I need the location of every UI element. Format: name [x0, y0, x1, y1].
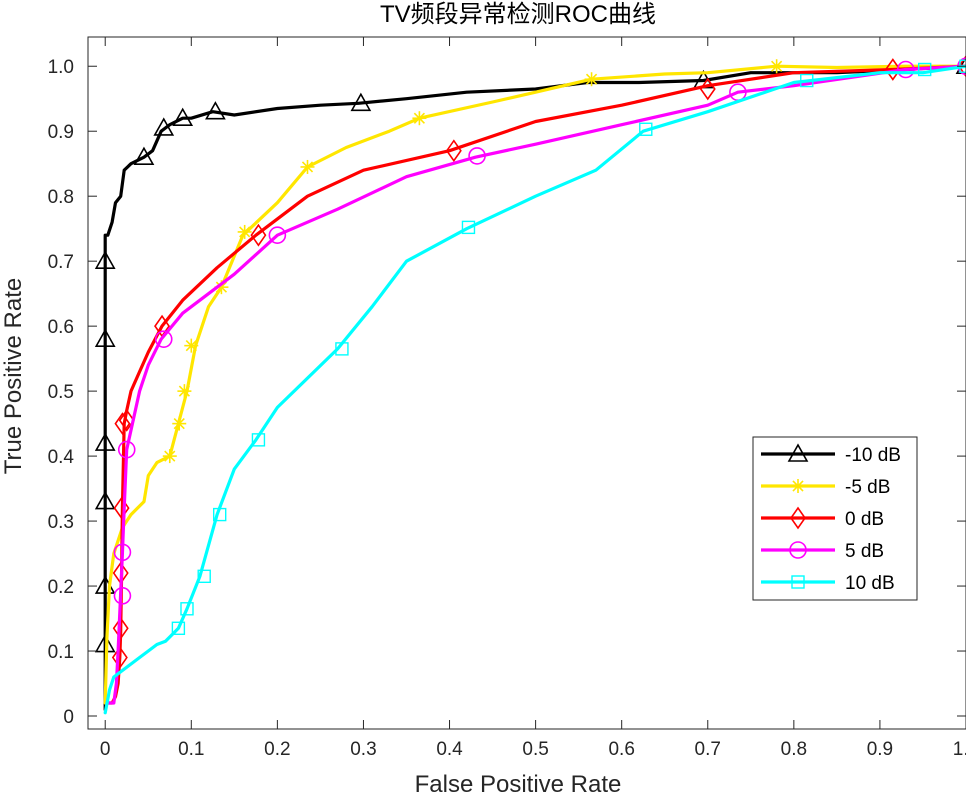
series-marker — [114, 412, 131, 436]
series-marker — [171, 621, 186, 635]
legend-entry: 0 dB — [761, 506, 884, 530]
series-marker — [205, 101, 226, 120]
legend-label: 0 dB — [845, 509, 884, 530]
series-marker — [162, 449, 177, 464]
y-tick-label: 0.8 — [48, 187, 74, 208]
series-marker — [251, 433, 266, 447]
series-marker — [237, 224, 252, 239]
y-tick-label: 0.3 — [48, 512, 74, 533]
series-marker — [112, 616, 129, 640]
y-tick-label: 0.7 — [48, 252, 74, 273]
legend-swatch-marker — [791, 479, 805, 493]
series-marker — [117, 440, 136, 459]
series-line — [107, 64, 966, 705]
y-tick-label: 0.5 — [48, 382, 74, 403]
legend-label: -5 dB — [845, 477, 890, 498]
series-marker — [180, 602, 194, 616]
series-marker — [350, 92, 372, 112]
series-marker — [113, 496, 130, 520]
series-marker — [154, 330, 173, 348]
series-marker — [113, 586, 132, 605]
x-tick-label: 0.6 — [608, 739, 634, 760]
legend-entry: -10 dB — [761, 443, 901, 466]
series-marker — [94, 328, 116, 347]
series-marker — [584, 72, 599, 87]
series-line — [103, 64, 966, 705]
legend-swatch-marker — [791, 575, 805, 589]
x-tick-label: 0.9 — [867, 739, 893, 760]
x-tick-label: 0 — [100, 739, 111, 760]
legend-swatch-marker — [789, 541, 807, 559]
axes-layer: 0 0.1 0.2 0.3 0.4 0.5 0.6 0.7 0.8 0.9 1.0 0 0.1 0.2 0.… — [48, 36, 966, 760]
y-tick-label: 1.0 — [48, 57, 74, 78]
series-marker — [896, 60, 915, 79]
x-tick-label: 0.8 — [781, 739, 807, 760]
legend-entry: 10 dB — [761, 573, 895, 594]
legend-entry: -5 dB — [761, 477, 890, 498]
series-marker — [917, 62, 932, 77]
legend-swatch-marker — [787, 443, 809, 462]
series-marker — [94, 490, 116, 510]
x-tick-label: 0.3 — [350, 739, 376, 760]
legend: -10 dB -5 dB 0 dB 5 dB 10 dB — [752, 436, 918, 601]
series-marker — [884, 58, 901, 81]
legend-swatch-marker — [790, 506, 806, 530]
series-marker — [212, 507, 227, 522]
series-marker — [958, 54, 966, 78]
y-tick-label: 0.4 — [48, 447, 75, 468]
y-tick-label: 0.1 — [48, 642, 74, 663]
series-marker — [769, 59, 784, 74]
series-marker — [153, 117, 175, 136]
series-marker — [184, 338, 199, 353]
series-marker — [133, 146, 155, 166]
series-marker — [300, 159, 315, 174]
y-tick-label: 0 — [63, 707, 74, 728]
legend-label: -10 dB — [845, 445, 901, 466]
series-marker — [118, 408, 135, 432]
series-marker — [172, 416, 187, 431]
y-tick-label: 0.9 — [48, 122, 74, 143]
y-axis-title: True Positive Rate — [0, 278, 27, 475]
series-marker — [197, 569, 211, 584]
x-tick-label: 0.7 — [695, 739, 721, 760]
series-marker — [699, 77, 716, 101]
series-marker — [111, 646, 128, 669]
series-line — [103, 64, 966, 715]
series-marker — [94, 250, 116, 269]
series-marker — [268, 226, 287, 244]
plot-background — [88, 37, 966, 729]
axes-frame — [87, 36, 966, 730]
x-tick-label: 0.1 — [178, 739, 204, 760]
series-marker — [172, 107, 194, 127]
series-marker — [250, 223, 267, 247]
x-tick-label: 1.0 — [953, 739, 966, 760]
series-1 — [103, 59, 966, 705]
y-tick-label: 0.2 — [48, 577, 74, 598]
series-marker — [800, 73, 814, 88]
y-tick-label: 0.6 — [48, 317, 74, 338]
x-axis-title: False Positive Rate — [415, 771, 622, 796]
series-marker — [461, 220, 476, 235]
legend-entry: 5 dB — [761, 541, 884, 562]
x-tick-label: 0.2 — [264, 739, 290, 760]
chart-title: TV频段异常检测ROC曲线 — [380, 1, 656, 28]
x-tick-label: 0.5 — [522, 739, 548, 760]
series-marker — [445, 139, 462, 163]
series-marker — [468, 147, 486, 165]
x-tick-label: 0.4 — [436, 739, 463, 760]
plot-area — [88, 37, 966, 729]
legend-label: 5 dB — [845, 541, 884, 562]
series-marker — [94, 432, 116, 451]
series-layer — [94, 54, 966, 715]
series-marker — [335, 342, 349, 356]
series-marker — [177, 384, 192, 399]
series-marker — [113, 543, 132, 562]
legend-label: 10 dB — [845, 573, 895, 594]
series-3 — [107, 57, 966, 705]
series-marker — [412, 111, 427, 126]
series-marker — [639, 122, 653, 136]
